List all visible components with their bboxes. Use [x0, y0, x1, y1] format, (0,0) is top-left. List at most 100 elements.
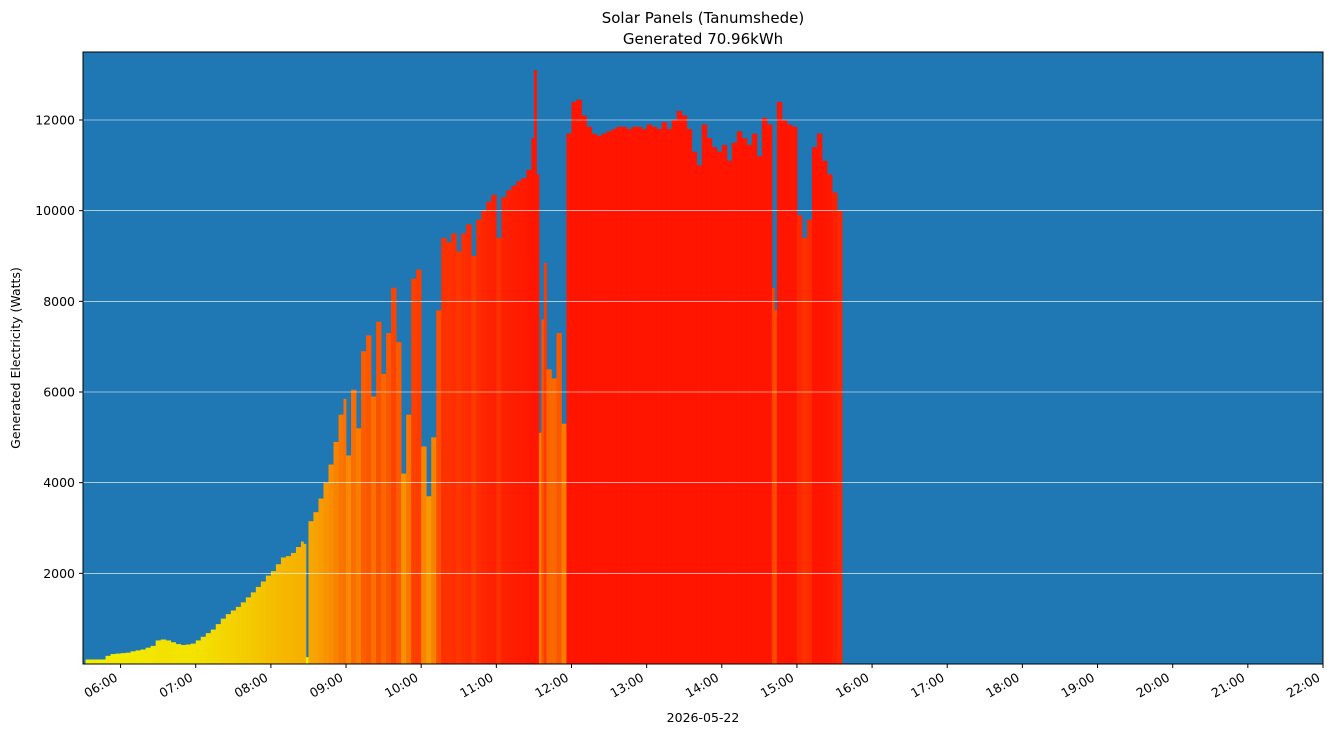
bar [391, 287, 397, 664]
bar [801, 237, 808, 664]
bar [270, 571, 277, 664]
bar [741, 138, 748, 664]
x-tick-label: 16:00 [833, 670, 872, 701]
bar [285, 556, 292, 664]
bar [290, 552, 297, 664]
bar [265, 575, 272, 664]
bar [486, 201, 492, 664]
bar [636, 126, 643, 665]
bar [686, 129, 693, 664]
bar [431, 437, 437, 664]
bar [225, 614, 232, 664]
x-axis: 06:00 07:00 08:00 09:00 10:00 11:00 12:00 13:00… [81, 664, 1324, 701]
bar [691, 151, 698, 665]
bar [125, 652, 131, 664]
bar [541, 319, 545, 664]
bar [441, 237, 447, 664]
x-axis-label: 2026-05-22 [667, 710, 740, 725]
bar [376, 321, 382, 664]
bar [501, 197, 507, 664]
bar [651, 126, 658, 665]
bar [338, 414, 344, 664]
x-tick-label: 14:00 [683, 670, 722, 701]
x-tick-label: 20:00 [1133, 670, 1172, 701]
bar [839, 210, 843, 665]
bar [538, 432, 542, 664]
bar [606, 131, 612, 664]
y-tick-label: 2000 [43, 566, 75, 581]
bar [313, 512, 319, 664]
bar [746, 144, 753, 664]
bar [533, 70, 537, 664]
bar [774, 310, 778, 664]
bar [476, 219, 482, 665]
bar [308, 521, 314, 664]
bar [786, 124, 793, 664]
bar [521, 178, 527, 664]
bar [275, 564, 282, 664]
bar [716, 151, 723, 665]
x-tick-label: 13:00 [607, 670, 646, 701]
bar [621, 126, 627, 665]
gridlines-group [83, 119, 1323, 574]
x-tick-label: 11:00 [457, 670, 496, 701]
bar [546, 369, 552, 664]
bar [666, 129, 673, 664]
bar [235, 606, 242, 664]
bars-group [85, 70, 843, 665]
x-tick-label: 21:00 [1209, 670, 1248, 701]
bar [195, 640, 202, 664]
bar [566, 133, 572, 665]
bar [543, 262, 547, 664]
x-tick-label: 09:00 [307, 670, 346, 701]
bar [140, 649, 147, 664]
bar [220, 618, 227, 664]
bar [451, 233, 457, 664]
bar [601, 133, 607, 665]
y-tick-label: 12000 [35, 113, 75, 128]
y-tick-label: 4000 [43, 475, 75, 490]
bar [318, 498, 324, 664]
bar [150, 645, 157, 664]
bar [90, 659, 96, 664]
bar [303, 543, 307, 664]
bar [280, 557, 287, 664]
bar [837, 210, 840, 665]
x-tick-label: 08:00 [232, 670, 271, 701]
bar [816, 133, 823, 665]
chart-subtitle: Generated 70.96kWh [623, 30, 783, 48]
bar [551, 378, 557, 664]
bar [180, 644, 187, 664]
plot-frame [82, 51, 1324, 665]
bar [245, 597, 252, 664]
bar [190, 643, 197, 664]
bar [641, 129, 648, 664]
bar [421, 446, 427, 664]
bar [343, 398, 347, 664]
bar [616, 126, 622, 665]
bar [411, 278, 417, 664]
bar [85, 659, 91, 664]
bar [466, 224, 472, 664]
bar [806, 219, 813, 665]
bar [646, 124, 653, 664]
bar [260, 581, 267, 664]
bar [736, 131, 743, 664]
bar [105, 655, 111, 664]
bar [210, 629, 217, 664]
bar [576, 99, 582, 665]
bar [95, 659, 101, 664]
bar [185, 644, 192, 664]
bar [756, 156, 763, 664]
bar [721, 144, 728, 664]
bar [300, 541, 304, 664]
bar [406, 414, 412, 664]
bar [366, 335, 372, 664]
bar [240, 602, 247, 664]
bar [481, 210, 487, 665]
x-tick-label: 17:00 [908, 670, 947, 701]
bar [230, 610, 237, 664]
bar [586, 126, 592, 665]
bar [328, 464, 334, 664]
